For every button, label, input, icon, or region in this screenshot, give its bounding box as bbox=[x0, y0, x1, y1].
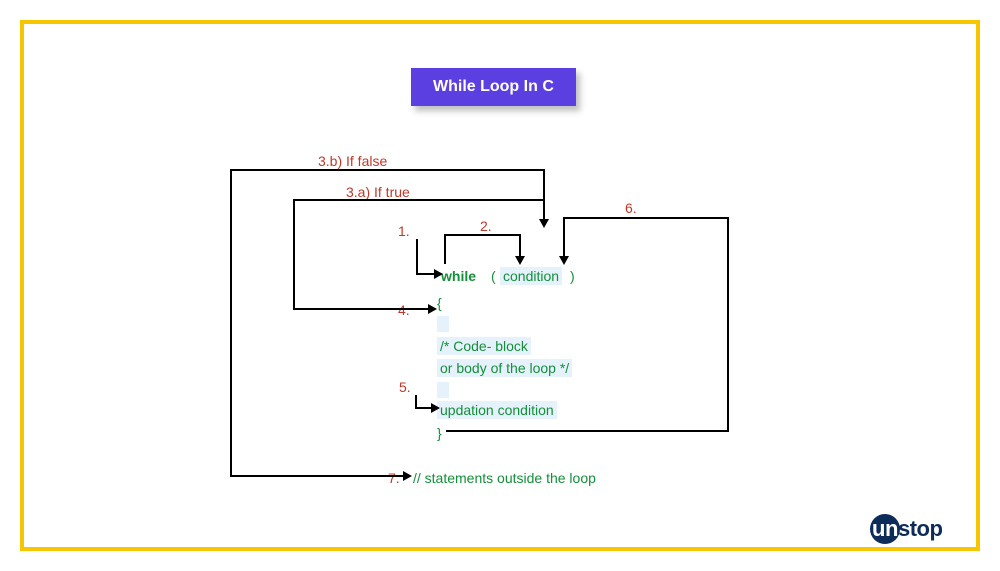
arrow-2 bbox=[539, 219, 549, 228]
arrow-0 bbox=[403, 471, 412, 481]
line-10 bbox=[444, 234, 446, 264]
logo-circle: un bbox=[870, 514, 900, 544]
code-updation: updation condition bbox=[437, 402, 557, 418]
code-brace_close: } bbox=[437, 425, 442, 441]
line-9 bbox=[444, 234, 521, 236]
line-0 bbox=[230, 169, 545, 171]
code-paren_close: ) bbox=[570, 268, 575, 284]
brand-logo: unstop bbox=[870, 514, 942, 544]
code-paren_open: ( bbox=[491, 268, 496, 284]
line-2 bbox=[230, 475, 403, 477]
line-8 bbox=[416, 273, 434, 275]
step-label-s1: 1. bbox=[398, 223, 410, 239]
code-brace_open: { bbox=[437, 295, 442, 311]
line-13 bbox=[415, 407, 431, 409]
arrow-5 bbox=[431, 403, 440, 413]
diagram-canvas: While Loop In C 3.b) If false 3.a) If tru… bbox=[0, 0, 1000, 571]
arrow-6 bbox=[559, 256, 569, 265]
code-comment1: /* Code- block bbox=[437, 338, 531, 354]
step-label-s6: 6. bbox=[625, 200, 637, 216]
line-5 bbox=[293, 199, 295, 310]
step-label-s5: 5. bbox=[399, 379, 411, 395]
arrow-4 bbox=[515, 256, 525, 265]
step-label-s3a: 3.a) If true bbox=[346, 184, 410, 200]
code-outside: // statements outside the loop bbox=[413, 470, 596, 486]
code-comment2: or body of the loop */ bbox=[437, 360, 572, 376]
line-7 bbox=[416, 239, 418, 275]
line-16 bbox=[563, 217, 729, 219]
code-bar1 bbox=[437, 316, 449, 335]
code-while_kw: while bbox=[441, 268, 476, 284]
step-label-s4: 4. bbox=[398, 302, 410, 318]
code-condition: condition bbox=[500, 268, 562, 284]
line-1 bbox=[230, 169, 232, 475]
code-bar2 bbox=[437, 382, 449, 401]
step-label-s7: 7. bbox=[388, 470, 400, 486]
line-3 bbox=[543, 169, 545, 219]
line-14 bbox=[446, 430, 729, 432]
step-label-s3b: 3.b) If false bbox=[318, 153, 387, 169]
diagram-title: While Loop In C bbox=[411, 68, 576, 106]
line-6 bbox=[293, 308, 428, 310]
line-4 bbox=[293, 199, 545, 201]
line-15 bbox=[727, 217, 729, 432]
arrow-1 bbox=[428, 304, 437, 314]
arrow-3 bbox=[434, 269, 443, 279]
logo-text: stop bbox=[898, 516, 942, 541]
step-label-s2: 2. bbox=[480, 218, 492, 234]
